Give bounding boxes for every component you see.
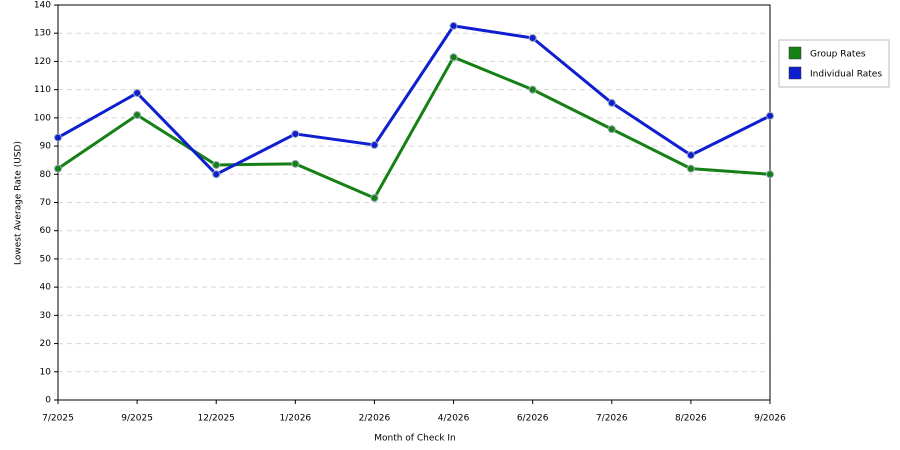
y-tick-label: 60 <box>40 226 52 236</box>
data-point <box>212 160 221 169</box>
legend-swatch <box>788 66 802 80</box>
y-tick-label: 110 <box>34 85 51 95</box>
y-tick-label: 120 <box>34 57 51 67</box>
x-tick-label: 7/2026 <box>596 414 628 424</box>
x-axis-label: Month of Check In <box>374 434 456 444</box>
series-line <box>57 55 771 200</box>
y-tick-label: 90 <box>40 142 52 152</box>
series-line <box>57 24 771 176</box>
y-tick-label: 10 <box>40 367 52 377</box>
x-tick-label: 12/2025 <box>198 414 235 424</box>
y-tick-label: 70 <box>40 198 52 208</box>
y-tick-label: 20 <box>40 339 52 349</box>
y-tick-label: 140 <box>34 1 51 11</box>
data-point <box>449 21 458 30</box>
x-tick-label: 9/2026 <box>754 414 786 424</box>
data-point <box>607 125 616 134</box>
x-tick-label: 6/2026 <box>517 414 549 424</box>
legend-label: Individual Rates <box>810 70 882 80</box>
y-tick-label: 30 <box>40 311 52 321</box>
data-point <box>370 193 379 202</box>
data-point <box>54 164 62 173</box>
y-tick-label: 80 <box>40 170 52 180</box>
data-point <box>54 133 62 142</box>
data-point <box>607 98 616 107</box>
x-tick-label: 8/2026 <box>675 414 707 424</box>
x-tick-label: 4/2026 <box>438 414 470 424</box>
data-point <box>133 89 142 98</box>
y-axis-label: Lowest Average Rate (USD) <box>14 141 24 265</box>
data-point <box>291 159 300 168</box>
data-point <box>449 53 458 62</box>
legend-swatch <box>788 46 802 60</box>
data-point <box>686 151 695 160</box>
data-point <box>291 129 300 138</box>
data-point <box>528 85 537 94</box>
plot-frame <box>57 4 771 401</box>
data-point <box>686 164 695 173</box>
legend-label: Group Rates <box>810 50 866 60</box>
x-tick-label: 7/2025 <box>42 414 74 424</box>
y-tick-label: 0 <box>45 396 51 406</box>
x-tick-label: 1/2026 <box>279 414 311 424</box>
data-point <box>766 170 774 179</box>
y-tick-label: 40 <box>40 283 52 293</box>
data-point <box>370 140 379 149</box>
data-point <box>133 111 142 120</box>
y-tick-label: 130 <box>34 29 51 39</box>
data-point <box>212 170 221 179</box>
x-tick-label: 9/2025 <box>121 414 153 424</box>
data-point <box>766 111 774 120</box>
y-tick-label: 50 <box>40 254 52 264</box>
data-point <box>528 34 537 43</box>
x-tick-label: 2/2026 <box>359 414 391 424</box>
y-tick-label: 100 <box>34 113 51 123</box>
